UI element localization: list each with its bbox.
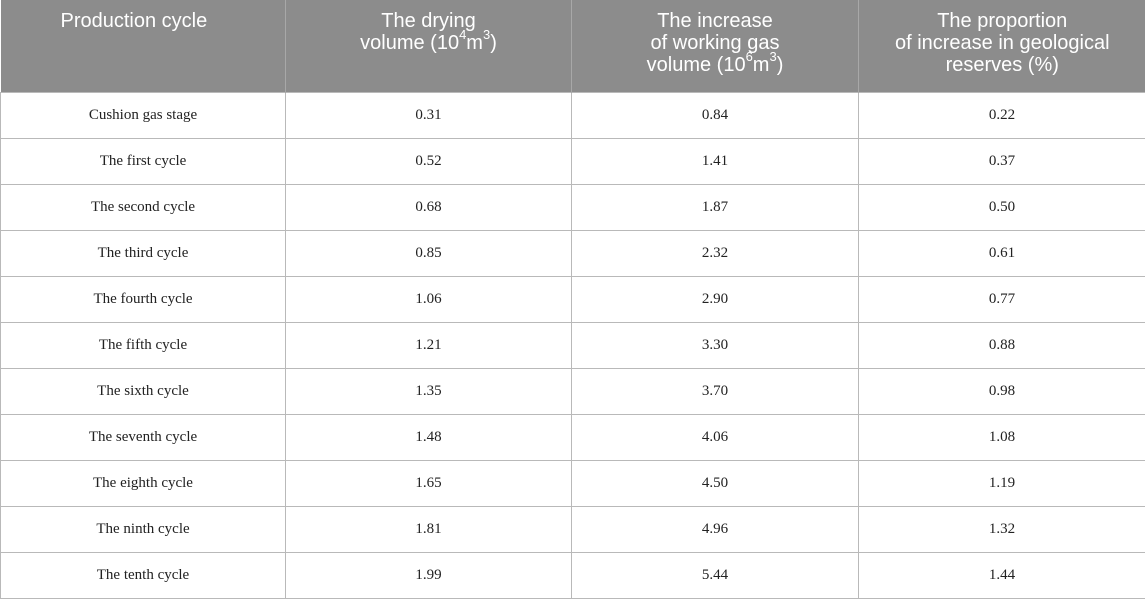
header-working-gas-suffix: )	[777, 54, 784, 76]
cell-proportion: 0.88	[859, 323, 1145, 369]
cell-cycle: The eighth cycle	[1, 461, 286, 507]
header-working-gas-exp2: 3	[769, 49, 776, 64]
table-row: The tenth cycle 1.99 5.44 1.44	[1, 553, 1145, 599]
cell-working-gas: 3.30	[572, 323, 859, 369]
cell-cycle: The ninth cycle	[1, 507, 286, 553]
header-drying-volume: The drying volume (104m3)	[286, 0, 572, 93]
cell-working-gas: 1.87	[572, 185, 859, 231]
table-row: The fifth cycle 1.21 3.30 0.88	[1, 323, 1145, 369]
header-working-gas-exp1: 6	[746, 49, 753, 64]
cell-drying: 1.35	[286, 369, 572, 415]
cell-cycle: The seventh cycle	[1, 415, 286, 461]
cell-cycle: The sixth cycle	[1, 369, 286, 415]
cell-cycle: The fourth cycle	[1, 277, 286, 323]
cell-proportion: 0.77	[859, 277, 1145, 323]
header-working-gas-unit: m	[753, 54, 770, 76]
header-production-cycle: Production cycle	[1, 0, 286, 93]
cell-proportion: 1.08	[859, 415, 1145, 461]
table-row: The seventh cycle 1.48 4.06 1.08	[1, 415, 1145, 461]
header-drying-volume-exp1: 4	[459, 27, 466, 42]
table-row: The first cycle 0.52 1.41 0.37	[1, 139, 1145, 185]
cell-proportion: 0.61	[859, 231, 1145, 277]
table-row: The eighth cycle 1.65 4.50 1.19	[1, 461, 1145, 507]
table-row: The second cycle 0.68 1.87 0.50	[1, 185, 1145, 231]
cell-working-gas: 3.70	[572, 369, 859, 415]
table-body: Cushion gas stage 0.31 0.84 0.22 The fir…	[1, 93, 1145, 599]
table-row: Cushion gas stage 0.31 0.84 0.22	[1, 93, 1145, 139]
cell-drying: 1.65	[286, 461, 572, 507]
cell-cycle: The second cycle	[1, 185, 286, 231]
header-proportion-line3: reserves (%)	[946, 54, 1059, 76]
cell-cycle: The first cycle	[1, 139, 286, 185]
header-production-cycle-label: Production cycle	[61, 10, 208, 32]
cell-proportion: 1.44	[859, 553, 1145, 599]
header-proportion-line2: of increase in geological	[895, 32, 1110, 54]
cell-working-gas: 2.32	[572, 231, 859, 277]
cell-working-gas: 4.96	[572, 507, 859, 553]
cell-proportion: 0.98	[859, 369, 1145, 415]
table-header: Production cycle The drying volume (104m…	[1, 0, 1145, 93]
header-working-gas-prefix: volume (10	[647, 54, 746, 76]
header-proportion: The proportion of increase in geological…	[859, 0, 1145, 93]
table-row: The fourth cycle 1.06 2.90 0.77	[1, 277, 1145, 323]
cell-proportion: 1.19	[859, 461, 1145, 507]
cell-drying: 1.99	[286, 553, 572, 599]
cell-working-gas: 5.44	[572, 553, 859, 599]
cell-proportion: 0.37	[859, 139, 1145, 185]
cell-cycle: The third cycle	[1, 231, 286, 277]
header-working-gas: The increase of working gas volume (106m…	[572, 0, 859, 93]
header-drying-volume-exp2: 3	[483, 27, 490, 42]
cell-working-gas: 0.84	[572, 93, 859, 139]
cell-cycle: Cushion gas stage	[1, 93, 286, 139]
cell-proportion: 1.32	[859, 507, 1145, 553]
table-row: The ninth cycle 1.81 4.96 1.32	[1, 507, 1145, 553]
header-row: Production cycle The drying volume (104m…	[1, 0, 1145, 93]
cell-drying: 1.06	[286, 277, 572, 323]
cell-working-gas: 2.90	[572, 277, 859, 323]
header-working-gas-line1: The increase	[657, 10, 773, 32]
cell-working-gas: 4.06	[572, 415, 859, 461]
cell-drying: 1.21	[286, 323, 572, 369]
cell-drying: 0.68	[286, 185, 572, 231]
cell-drying: 1.48	[286, 415, 572, 461]
cell-drying: 0.52	[286, 139, 572, 185]
header-working-gas-line2: of working gas	[651, 32, 780, 54]
header-drying-volume-suffix: )	[490, 32, 497, 54]
cell-proportion: 0.22	[859, 93, 1145, 139]
cell-drying: 0.31	[286, 93, 572, 139]
cell-cycle: The fifth cycle	[1, 323, 286, 369]
cell-working-gas: 1.41	[572, 139, 859, 185]
header-drying-volume-unit: m	[466, 32, 483, 54]
table-row: The sixth cycle 1.35 3.70 0.98	[1, 369, 1145, 415]
header-proportion-line1: The proportion	[937, 10, 1067, 32]
cell-drying: 1.81	[286, 507, 572, 553]
table-row: The third cycle 0.85 2.32 0.61	[1, 231, 1145, 277]
cell-cycle: The tenth cycle	[1, 553, 286, 599]
cell-drying: 0.85	[286, 231, 572, 277]
cell-proportion: 0.50	[859, 185, 1145, 231]
cell-working-gas: 4.50	[572, 461, 859, 507]
header-drying-volume-prefix: volume (10	[360, 32, 459, 54]
